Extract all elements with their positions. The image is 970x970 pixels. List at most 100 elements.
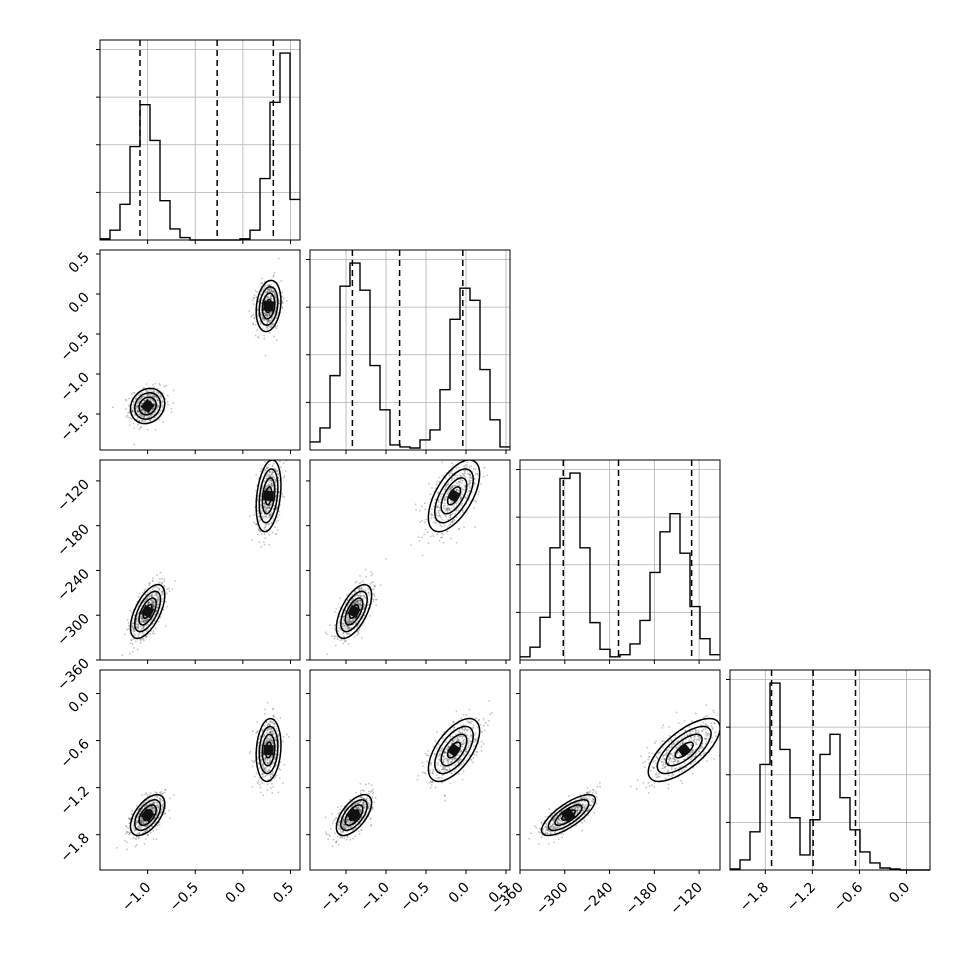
sample-point [137,624,139,627]
sample-point [345,632,348,635]
sample-point [444,507,446,510]
sample-point [263,734,266,737]
sample-point [341,622,344,624]
sample-point [264,758,267,761]
sample-point [264,708,266,711]
sample-point [350,620,353,623]
sample-point [147,601,150,603]
sample-point [268,769,270,772]
sample-point [444,509,447,512]
sample-point [359,796,362,798]
sample-point [140,822,143,825]
sample-point [359,599,361,601]
sample-point [277,472,280,475]
histogram-panel [96,39,301,244]
sample-point [157,805,160,808]
sample-point [270,720,273,723]
sample-point [257,762,260,765]
sample-point [275,298,278,301]
sample-point [274,765,277,768]
sample-point [360,613,363,616]
sample-point [141,420,143,423]
sample-point [362,801,365,804]
sample-point [368,594,371,597]
sample-point [269,514,272,516]
sample-point [347,620,350,623]
sample-point [115,847,118,849]
sample-point [153,809,156,812]
sample-point [267,484,270,487]
sample-point [418,539,421,542]
sample-point [278,738,280,741]
sample-point [357,631,359,634]
sample-point [343,615,346,617]
sample-point [152,801,155,804]
density-contour [335,583,373,640]
sample-point [449,488,452,491]
sample-point [447,491,450,493]
sample-point [141,808,144,811]
sample-point [430,516,433,519]
sample-point [346,819,349,821]
sample-point [368,792,370,795]
sample-point [268,738,271,741]
sample-point [264,759,266,762]
sample-point [251,730,254,733]
sample-point [264,756,267,759]
sample-point [135,620,138,623]
sample-point [143,619,146,622]
sample-point [264,505,267,508]
sample-point [371,792,374,795]
sample-point [142,637,145,640]
sample-point [283,764,286,766]
sample-point [444,477,447,480]
sample-point [125,825,127,828]
sample-point [363,805,366,808]
sample-point [344,625,346,627]
sample-point [262,317,264,320]
sample-point [282,782,284,785]
sample-point [450,479,453,482]
sample-point [269,514,272,517]
sample-point [363,606,365,609]
sample-point [151,413,153,416]
sample-point [263,312,266,315]
sample-point [359,595,362,598]
sample-point [145,599,147,602]
sample-point [276,529,279,531]
sample-point [281,299,284,302]
sample-point [156,795,159,797]
sample-point [359,809,362,812]
sample-point [135,844,138,846]
y-tick-label: −180 [54,521,93,560]
sample-point [270,740,273,743]
sample-point [358,605,361,608]
sample-point [273,725,276,728]
sample-point [152,413,154,416]
sample-point [357,632,360,635]
sample-point [151,384,154,386]
sample-point [477,493,480,496]
sample-point [263,505,266,508]
sample-point [431,487,433,489]
sample-point [445,484,448,487]
sample-point [260,773,263,776]
sample-point [341,825,344,828]
sample-point [157,599,160,602]
sample-point [133,632,136,635]
sample-point [355,580,358,583]
sample-point [439,509,441,512]
sample-point [140,391,143,394]
sample-point [261,487,264,489]
sample-point [460,481,463,484]
sample-point [266,737,269,739]
sample-point [269,290,272,293]
sample-point [359,800,362,803]
sample-point [146,428,149,431]
sample-point [285,300,288,302]
sample-point [123,633,126,636]
sample-point [152,390,155,393]
sample-point [271,322,274,325]
sample-point [132,628,135,631]
sample-point [469,475,472,477]
